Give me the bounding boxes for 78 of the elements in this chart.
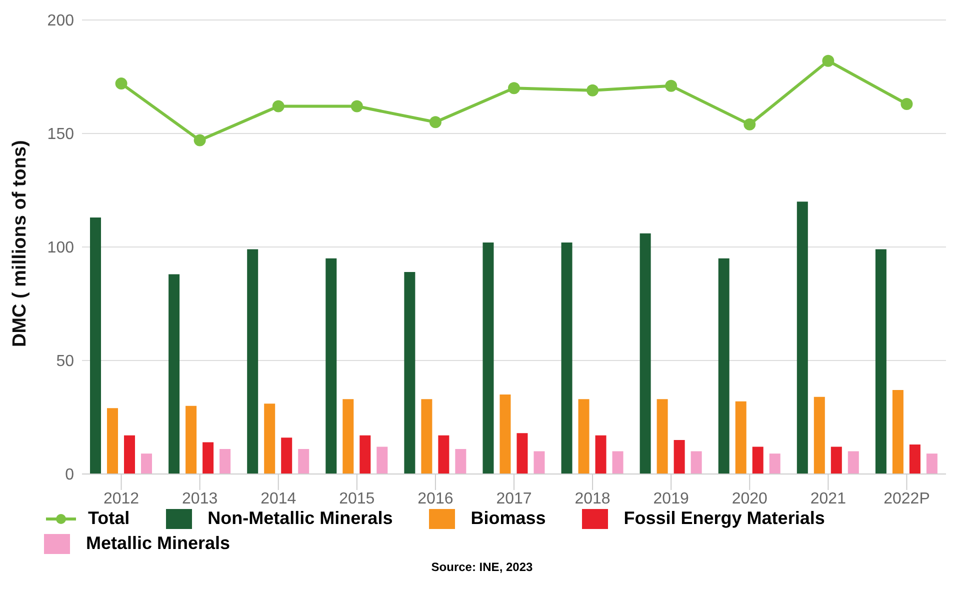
x-tick-label: 2022P	[884, 490, 930, 508]
bar	[438, 435, 450, 474]
y-tick-label: 200	[47, 12, 74, 30]
bar	[342, 399, 354, 474]
point	[429, 116, 442, 128]
y-tick-label: 150	[47, 126, 74, 144]
x-tick-label: 2015	[339, 490, 375, 508]
x-tick-label: 2021	[810, 490, 846, 508]
point	[350, 100, 363, 112]
bar	[640, 233, 651, 474]
bar	[656, 399, 668, 474]
bar	[264, 404, 276, 474]
bar	[247, 249, 258, 474]
bar	[281, 438, 292, 474]
bar	[561, 242, 572, 474]
bar	[141, 454, 152, 474]
bar	[718, 258, 730, 474]
bar	[595, 435, 606, 474]
bar	[926, 454, 938, 474]
x-tick-label: 2020	[732, 490, 768, 508]
bar	[202, 442, 214, 474]
bar	[752, 446, 764, 474]
y-tick-label: 100	[47, 240, 74, 257]
bar	[168, 274, 180, 474]
bar	[482, 242, 494, 474]
bar	[376, 446, 388, 474]
y-tick-label: 50	[56, 353, 74, 370]
x-tick-label: 2016	[418, 490, 454, 508]
bar	[875, 249, 886, 474]
point	[822, 54, 834, 67]
legend-label: Non-Metallic Minerals	[208, 508, 393, 529]
point	[272, 100, 284, 112]
x-tick-label: 2018	[574, 490, 610, 508]
bar	[360, 435, 371, 474]
x-tick-label: 2014	[260, 490, 296, 508]
bar	[735, 401, 746, 474]
bar	[421, 399, 432, 474]
bar	[534, 451, 545, 474]
bar	[298, 449, 310, 474]
point	[900, 98, 913, 110]
point	[744, 118, 756, 130]
bar	[814, 396, 825, 474]
bar	[90, 217, 101, 474]
bar	[612, 451, 624, 474]
point	[586, 84, 599, 96]
bar	[830, 446, 842, 474]
legend-label: Fossil Energy Materials	[624, 508, 825, 529]
legend-label: Total	[88, 508, 130, 529]
x-tick-label: 2012	[103, 490, 140, 508]
bar	[220, 449, 231, 474]
y-axis-title: DMC ( millions of tons)	[10, 140, 31, 347]
point	[194, 134, 206, 146]
x-tick-label: 2013	[182, 490, 218, 508]
bar	[404, 272, 416, 474]
source-note: Source: INE, 2023	[430, 560, 534, 574]
legend-label: Metallic Minerals	[86, 533, 230, 554]
bar	[674, 440, 685, 474]
bar	[124, 435, 135, 474]
bar	[516, 433, 528, 474]
bar	[909, 444, 920, 474]
bar	[107, 408, 118, 474]
point	[508, 82, 520, 94]
bar	[690, 451, 702, 474]
y-tick-label: 0	[65, 466, 74, 484]
bar	[326, 258, 337, 474]
x-tick-label: 2019	[653, 490, 689, 508]
bar	[500, 394, 511, 474]
x-tick-label: 2017	[496, 490, 532, 508]
bar	[892, 390, 904, 474]
bar	[186, 406, 197, 474]
bar	[796, 202, 808, 474]
point	[115, 78, 128, 90]
point	[665, 80, 678, 92]
bar	[848, 451, 859, 474]
bar	[455, 449, 466, 474]
legend-label: Biomass	[470, 508, 546, 529]
bar	[769, 454, 780, 474]
bar	[578, 399, 590, 474]
